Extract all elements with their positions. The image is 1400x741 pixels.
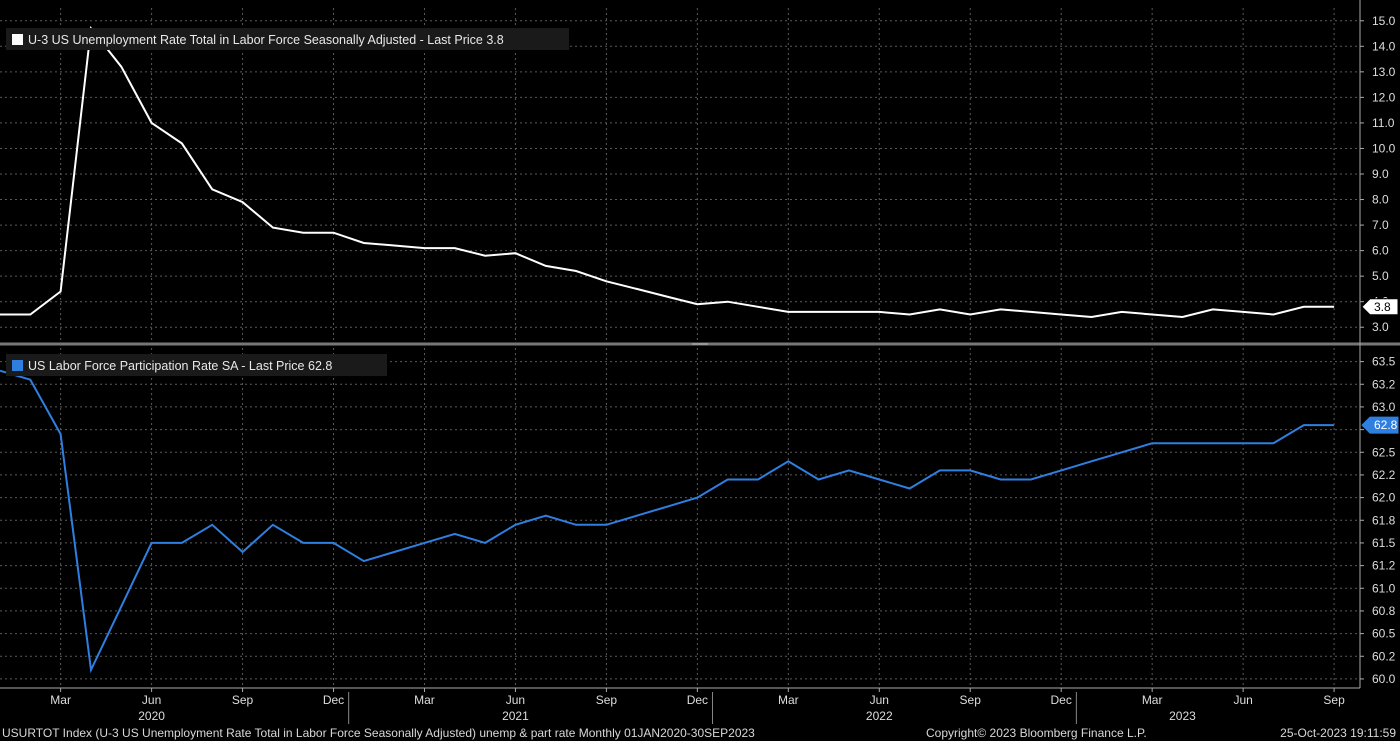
- footer-copyright: Copyright© 2023 Bloomberg Finance L.P.: [926, 726, 1147, 740]
- legend-label: US Labor Force Participation Rate SA - L…: [28, 359, 332, 373]
- x-month-label: Sep: [960, 693, 982, 707]
- x-month-label: Jun: [506, 693, 525, 707]
- y-tick-label: 61.2: [1372, 559, 1396, 573]
- x-month-label: Sep: [232, 693, 254, 707]
- y-tick-label: 8.0: [1372, 193, 1389, 207]
- last-value-marker: [1361, 416, 1399, 434]
- x-month-label: Sep: [1323, 693, 1345, 707]
- last-value-label: 3.8: [1374, 300, 1391, 314]
- y-tick-label: 62.5: [1372, 445, 1396, 459]
- x-month-label: Mar: [1142, 693, 1163, 707]
- x-year-label: 2023: [1169, 709, 1196, 723]
- y-tick-label: 60.0: [1372, 672, 1396, 686]
- y-tick-label: 9.0: [1372, 167, 1389, 181]
- participation-panel: 60.0 60.2 60.5 60.8 61.0 61.2 61.5 61.8 62.0 62.2…: [0, 354, 1399, 686]
- x-month-label: Sep: [596, 693, 618, 707]
- legend-swatch: [12, 34, 23, 45]
- unemployment-panel: 3.04.05.06.07.08.09.010.011.012.013.014.…: [0, 14, 1399, 334]
- x-year-label: 2021: [502, 709, 529, 723]
- last-value-label: 62.8: [1374, 418, 1398, 432]
- y-tick-label: 60.2: [1372, 649, 1396, 663]
- unemployment-line: [0, 25, 1335, 319]
- y-tick-label: 63.0: [1372, 400, 1396, 414]
- x-month-label: Mar: [778, 693, 799, 707]
- y-tick-label: 63.2: [1372, 377, 1396, 391]
- x-year-label: 2022: [866, 709, 893, 723]
- legend-box: [6, 354, 387, 376]
- x-month-label: Dec: [1051, 693, 1072, 707]
- footer-description: USURTOT Index (U-3 US Unemployment Rate …: [2, 726, 755, 740]
- x-month-label: Mar: [50, 693, 71, 707]
- x-month-label: Dec: [687, 693, 708, 707]
- y-tick-label: 62.0: [1372, 491, 1396, 505]
- y-tick-label: 15.0: [1372, 14, 1396, 28]
- legend-swatch: [12, 360, 23, 371]
- y-tick-label: 5.0: [1372, 269, 1389, 283]
- y-tick-label: 3.0: [1372, 320, 1389, 334]
- x-month-label: Jun: [870, 693, 889, 707]
- y-tick-label: 10.0: [1372, 141, 1396, 155]
- y-tick-label: 12.0: [1372, 90, 1396, 104]
- y-tick-label: 63.5: [1372, 355, 1396, 369]
- y-tick-label: 61.8: [1372, 513, 1396, 527]
- x-month-label: Mar: [414, 693, 435, 707]
- y-tick-label: 60.8: [1372, 604, 1396, 618]
- x-month-label: Jun: [1233, 693, 1252, 707]
- y-tick-label: 6.0: [1372, 244, 1389, 258]
- x-month-label: Jun: [142, 693, 161, 707]
- y-tick-label: 61.0: [1372, 581, 1396, 595]
- participation-line: [0, 369, 1335, 674]
- y-tick-label: 11.0: [1372, 116, 1395, 130]
- y-tick-label: 61.5: [1372, 536, 1396, 550]
- y-tick-label: 62.2: [1372, 468, 1396, 482]
- y-tick-label: 7.0: [1372, 218, 1389, 232]
- legend-box: [6, 28, 569, 50]
- x-month-label: Dec: [323, 693, 344, 707]
- last-value-marker: [1361, 298, 1399, 316]
- legend-label: U-3 US Unemployment Rate Total in Labor …: [28, 33, 504, 47]
- y-tick-label: 13.0: [1372, 65, 1396, 79]
- y-tick-label: 14.0: [1372, 39, 1396, 53]
- y-tick-label: 60.5: [1372, 627, 1396, 641]
- x-year-label: 2020: [138, 709, 165, 723]
- footer-timestamp: 25-Oct-2023 19:11:59: [1280, 726, 1396, 740]
